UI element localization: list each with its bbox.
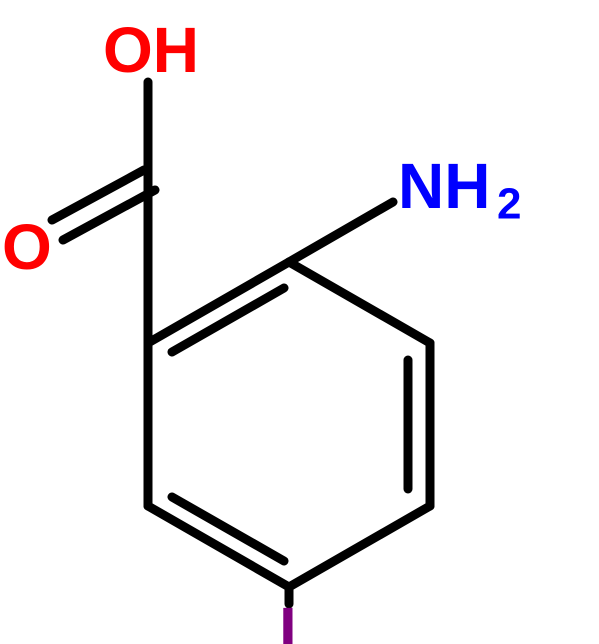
label-nh-sub: 2 xyxy=(497,180,521,229)
bond-ring-4a xyxy=(148,506,289,587)
bond-to-nh2 xyxy=(289,202,393,262)
bond-c-doubleo-a xyxy=(52,170,144,220)
bond-c-doubleo-b xyxy=(63,190,155,240)
label-double-o: O xyxy=(2,211,52,283)
molecule-diagram: OH O NH 2 I xyxy=(0,0,599,644)
label-nh: NH xyxy=(398,150,490,222)
label-oh: OH xyxy=(103,14,199,86)
bond-ring-6a xyxy=(148,262,289,343)
bond-ring-1 xyxy=(289,262,430,343)
bond-ring-3 xyxy=(289,506,430,587)
label-iodine: I xyxy=(279,594,297,644)
